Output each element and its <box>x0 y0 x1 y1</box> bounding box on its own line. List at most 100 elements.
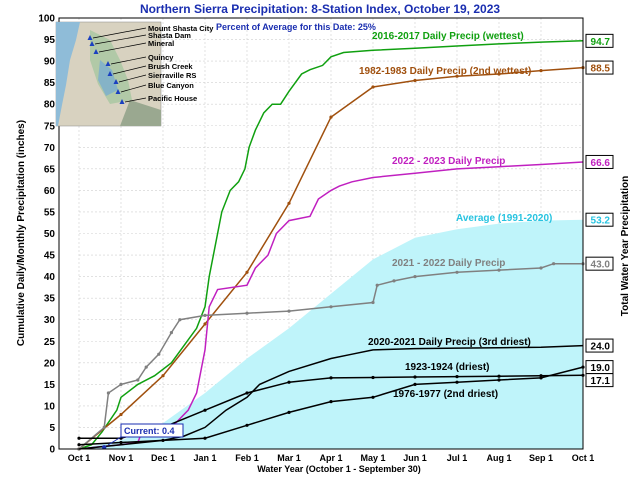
data-point <box>552 262 556 266</box>
station-label: Shasta Dam <box>148 31 191 40</box>
y-tick-label: 85 <box>44 78 56 89</box>
total-box <box>585 33 614 48</box>
y-tick-label: 80 <box>44 100 56 111</box>
total-value: 53.2 <box>591 216 611 227</box>
data-point <box>203 313 207 317</box>
station-label: Mount Shasta City <box>148 24 214 33</box>
current-label: Current: 0.4 <box>124 426 175 436</box>
data-point <box>245 423 249 427</box>
total-value: 24.0 <box>591 342 611 353</box>
total-box <box>585 256 614 271</box>
data-point <box>497 374 501 378</box>
data-point <box>287 201 291 205</box>
data-point <box>102 425 106 429</box>
y-tick-label: 10 <box>44 401 56 412</box>
station-marker-icon <box>89 41 95 46</box>
y-tick-label: 30 <box>44 315 56 326</box>
station-label: Brush Creek <box>148 62 193 71</box>
data-point <box>539 266 543 270</box>
y-tick-label: 55 <box>44 207 56 218</box>
station-pointer <box>110 56 147 65</box>
y-tick-label: 60 <box>44 186 56 197</box>
series-label: 1982-1983 Daily Precip (2nd wettest) <box>359 66 531 77</box>
y-tick-label: 65 <box>44 164 56 175</box>
y-tick-label: 5 <box>49 423 55 434</box>
data-point <box>455 270 459 274</box>
plot-frame <box>58 17 584 450</box>
total-box <box>585 212 614 227</box>
data-point <box>497 72 501 76</box>
current-point <box>102 445 107 450</box>
data-point <box>539 376 543 380</box>
data-point <box>329 305 333 309</box>
data-point <box>203 408 207 412</box>
series-label: 2016-2017 Daily Precip (wettest) <box>372 31 524 42</box>
data-point <box>245 270 249 274</box>
station-pointer <box>120 84 147 93</box>
station-label: Pacific House <box>148 94 197 103</box>
station-label: Sierraville RS <box>148 71 196 80</box>
data-point <box>203 436 207 440</box>
x-tick-label: Sep 1 <box>529 453 553 463</box>
x-axis-label: Water Year (October 1 - September 30) <box>257 464 421 474</box>
data-point <box>203 322 207 326</box>
y-tick-label: 100 <box>38 14 55 25</box>
x-tick-label: Aug 1 <box>486 453 511 463</box>
series-label: 1976-1977 (2nd driest) <box>393 389 498 400</box>
data-point <box>329 115 333 119</box>
series-label: 2022 - 2023 Daily Precip <box>392 156 505 167</box>
data-point <box>161 374 165 378</box>
total-value: 94.7 <box>591 37 611 48</box>
y-tick-label: 45 <box>44 251 56 262</box>
data-point <box>455 380 459 384</box>
y-tick-label: 35 <box>44 294 56 305</box>
y-tick-label: 15 <box>44 380 56 391</box>
data-point <box>455 375 459 379</box>
station-pointer <box>124 97 147 103</box>
station-marker-icon <box>113 79 119 84</box>
y-tick-label: 20 <box>44 358 56 369</box>
x-tick-label: Jul 1 <box>447 453 468 463</box>
data-point <box>144 365 148 369</box>
data-point <box>371 395 375 399</box>
data-point <box>539 69 543 73</box>
series-label: 1923-1924 (driest) <box>405 362 490 373</box>
x-tick-label: Oct 1 <box>572 453 595 463</box>
data-point <box>287 410 291 414</box>
data-point <box>106 391 110 395</box>
data-point <box>371 85 375 89</box>
x-tick-label: Oct 1 <box>68 453 91 463</box>
data-point <box>169 331 173 335</box>
station-pointer <box>98 42 147 53</box>
station-pointer <box>94 34 147 45</box>
x-tick-label: Apr 1 <box>319 453 342 463</box>
data-point <box>119 412 123 417</box>
y-tick-label: 0 <box>49 445 55 456</box>
data-point <box>371 300 375 305</box>
y-tick-label: 90 <box>44 57 56 68</box>
data-point <box>371 375 375 380</box>
station-label: Quincy <box>148 53 174 62</box>
station-pointer <box>92 27 147 39</box>
x-tick-label: May 1 <box>360 453 385 463</box>
series-label: 2020-2021 Daily Precip (3rd driest) <box>368 337 531 348</box>
data-point <box>119 382 123 386</box>
x-tick-label: Feb 1 <box>235 453 259 463</box>
y-tick-label: 95 <box>44 35 56 46</box>
total-value: 17.1 <box>591 376 611 387</box>
station-marker-icon <box>93 49 99 54</box>
y-axis-right-label: Total Water Year Precipitation <box>620 176 631 316</box>
total-box <box>585 154 614 169</box>
data-point <box>77 436 81 440</box>
x-tick-label: Nov 1 <box>109 453 134 463</box>
y-tick-label: 75 <box>44 121 56 132</box>
current-marker: Current: 0.4 <box>107 423 184 446</box>
axes: 0 5 10 15 20 25 30 35 40 45 50 55 60 65 70 75 80 85 90 95 10… <box>38 14 594 464</box>
data-point <box>287 309 291 313</box>
average-fill <box>79 219 583 449</box>
y-tick-label: 25 <box>44 337 56 348</box>
total-value: 19.0 <box>591 363 611 374</box>
x-tick-label: Jun 1 <box>403 453 427 463</box>
